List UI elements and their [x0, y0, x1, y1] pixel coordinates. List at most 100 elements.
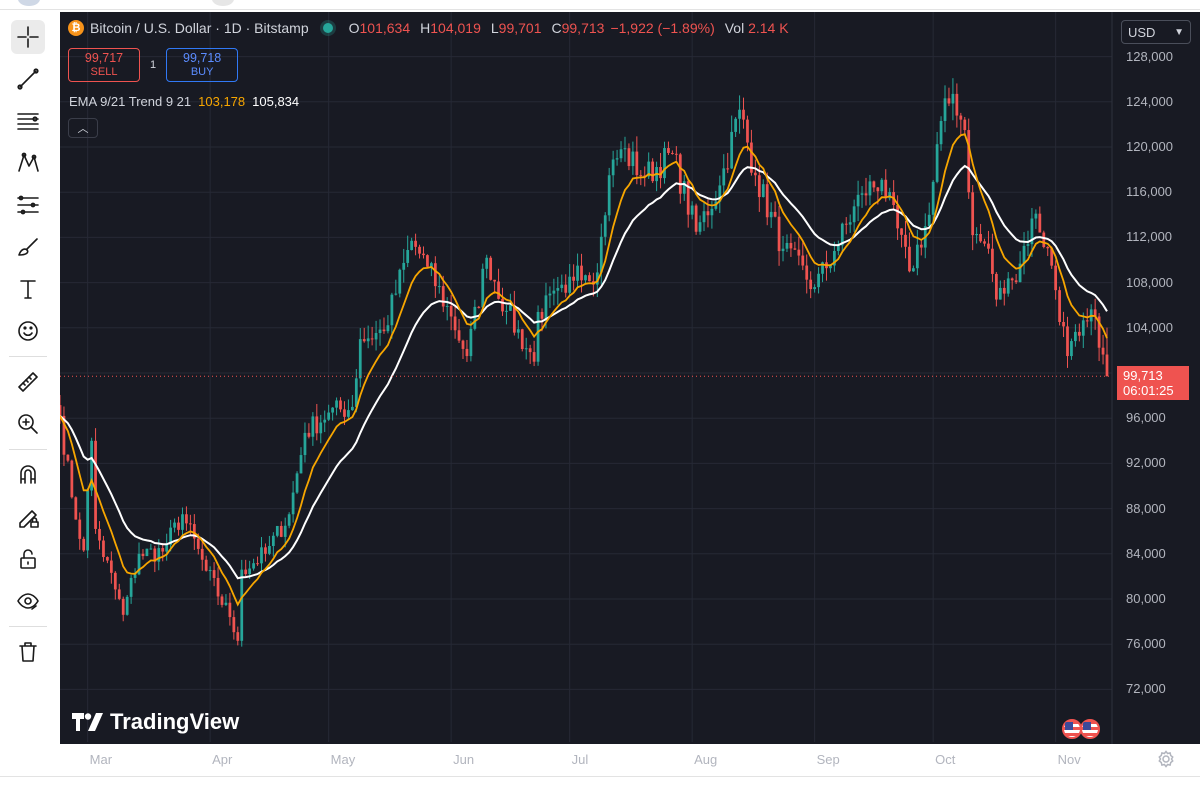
candle-body: [327, 412, 331, 420]
indicator-legend[interactable]: EMA 9/21 Trend 9 21 103,178 105,834: [69, 94, 299, 109]
trend-line-icon[interactable]: [11, 62, 45, 96]
candle-body: [817, 273, 820, 288]
candle-body: [959, 115, 963, 120]
candle-body: [358, 339, 362, 379]
candle-body: [1105, 354, 1109, 377]
candle-body: [935, 144, 939, 182]
pattern-icon[interactable]: [11, 146, 45, 180]
candle-body: [750, 142, 753, 173]
candle-body: [512, 305, 516, 333]
candle-body: [998, 287, 1002, 300]
ema-fast-line: [60, 133, 1108, 607]
price-tick-label: 88,000: [1126, 500, 1166, 516]
candle-body: [445, 305, 449, 307]
tradingview-watermark[interactable]: TradingView: [72, 709, 239, 735]
candle-body: [777, 216, 781, 252]
candle-body: [884, 179, 888, 199]
tab-shape-icon: [212, 0, 234, 6]
unlock-icon[interactable]: [11, 542, 45, 576]
horizontal-lines-icon[interactable]: [11, 104, 45, 138]
candle-body: [212, 570, 216, 578]
text-icon[interactable]: [11, 272, 45, 306]
candle-body: [706, 211, 710, 216]
candle-body: [781, 248, 785, 252]
month-tick-label: Sep: [816, 752, 840, 767]
crosshair-icon[interactable]: [11, 20, 45, 54]
magnet-icon[interactable]: [11, 458, 45, 492]
candle-body: [501, 298, 504, 312]
candle-body: [473, 306, 477, 329]
brush-icon[interactable]: [11, 230, 45, 264]
market-status-icon[interactable]: [322, 23, 333, 33]
candle-body: [915, 244, 919, 269]
candle-body: [588, 275, 591, 282]
candle-body: [908, 246, 911, 272]
us-flag-icon[interactable]: [1062, 719, 1082, 739]
candle-body: [335, 400, 338, 408]
candle-body: [406, 250, 410, 263]
candle-body: [1018, 263, 1022, 283]
candle-body: [1022, 245, 1026, 264]
chart-panel[interactable]: ₿ Bitcoin / U.S. Dollar · 1D · Bitstamp …: [60, 12, 1200, 768]
us-flag-icon[interactable]: [1080, 719, 1100, 739]
candle-body: [86, 490, 90, 551]
toolbar-divider: [9, 449, 47, 450]
trash-icon[interactable]: [11, 635, 45, 669]
high-label: H: [420, 20, 431, 36]
emoji-icon[interactable]: [11, 314, 45, 348]
candle-body: [864, 193, 868, 196]
candle-body: [295, 473, 299, 493]
candle-body: [809, 279, 813, 290]
open-value: 101,634: [359, 20, 411, 36]
buy-button[interactable]: 99,718 BUY: [166, 48, 239, 82]
symbol-title[interactable]: Bitcoin / U.S. Dollar · 1D · Bitstamp: [90, 20, 309, 36]
candle-body: [82, 538, 86, 551]
candle-body: [627, 148, 631, 167]
candle-body: [283, 525, 287, 537]
candle-body: [177, 522, 180, 530]
sell-button[interactable]: 99,717 SELL: [68, 48, 140, 82]
candle-body: [62, 415, 66, 455]
candle-body: [200, 548, 204, 560]
candle-body: [963, 119, 967, 131]
candle-body: [753, 172, 757, 176]
candle-body: [224, 602, 228, 605]
candlestick-chart[interactable]: [60, 12, 1200, 744]
currency-select[interactable]: USD ▼: [1121, 20, 1191, 44]
candle-body: [343, 409, 346, 417]
high-value: 104,019: [430, 20, 481, 36]
candle-body: [60, 405, 62, 416]
candle-body: [967, 130, 971, 193]
volume-label: Vol: [724, 20, 745, 36]
candle-body: [165, 544, 169, 552]
candle-body: [106, 557, 109, 561]
fib-icon[interactable]: [11, 188, 45, 222]
candle-body: [1062, 321, 1065, 327]
candle-body: [667, 148, 670, 153]
candle-body: [339, 400, 342, 410]
candle-body: [789, 242, 793, 249]
candle-body: [398, 269, 402, 294]
ruler-icon[interactable]: [11, 365, 45, 399]
settings-icon[interactable]: [1155, 748, 1177, 770]
candle-body: [651, 161, 655, 182]
economic-events[interactable]: [1062, 719, 1100, 739]
candle-body: [1002, 287, 1006, 294]
candle-body: [682, 181, 686, 194]
month-tick-label: Jul: [571, 752, 589, 767]
eye-icon[interactable]: [11, 584, 45, 618]
candle-body: [319, 422, 323, 434]
lock-drawing-icon[interactable]: [11, 500, 45, 534]
candle-body: [481, 268, 485, 308]
candle-body: [927, 214, 931, 227]
collapse-legend-button[interactable]: ︿: [68, 118, 98, 138]
candle-body: [615, 158, 619, 160]
candle-body: [157, 548, 161, 562]
candle-body: [631, 151, 635, 167]
candle-body: [453, 316, 457, 331]
zoom-in-icon[interactable]: [11, 407, 45, 441]
candle-body: [856, 194, 860, 207]
candle-body: [1014, 280, 1018, 283]
candle-body: [240, 569, 244, 641]
